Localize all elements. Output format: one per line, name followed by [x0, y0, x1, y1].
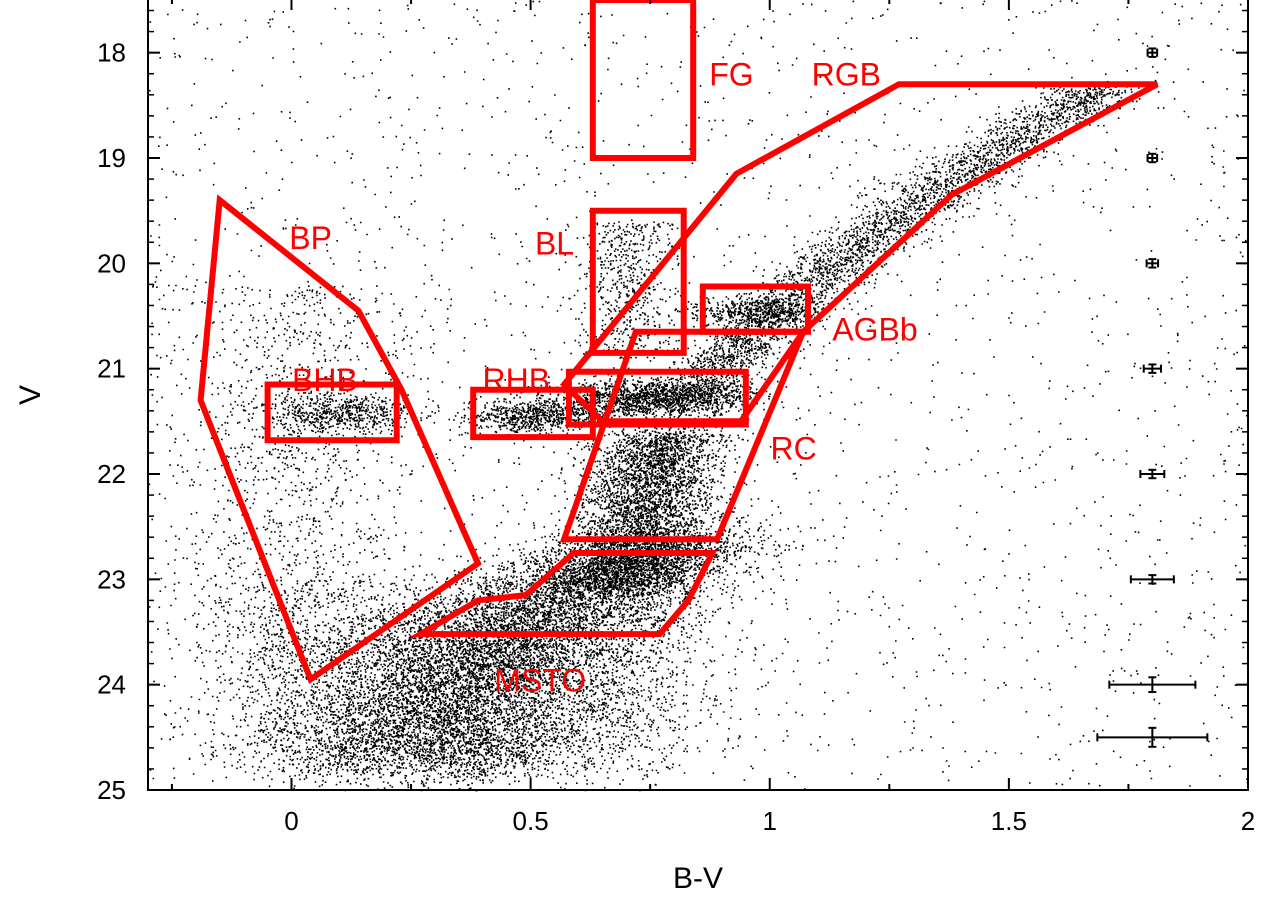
y-tick-label: 24 — [97, 670, 126, 700]
region-msto — [409, 550, 718, 638]
error-bar-7 — [1096, 726, 1209, 748]
region-rgb — [560, 81, 1159, 425]
x-tick-label: 2 — [1241, 806, 1255, 836]
error-bar-5 — [1129, 574, 1175, 585]
y-tick-label: 20 — [97, 248, 126, 278]
x-tick-label: 1.5 — [991, 806, 1027, 836]
region-label-bhb: BHB — [292, 362, 358, 398]
region-agbb — [699, 283, 811, 335]
region-fg — [589, 0, 697, 161]
y-tick-label: 25 — [97, 775, 126, 805]
y-tick-label: 23 — [97, 564, 126, 594]
region-rc-lower — [559, 328, 808, 543]
region-rhb — [470, 386, 596, 441]
x-tick-label: 0.5 — [513, 806, 549, 836]
region-label-bl: BL — [535, 225, 574, 261]
error-bar-4 — [1139, 468, 1166, 480]
region-labels: FG RGB BP BL AGBb BHB RHB RC MSTO — [289, 57, 917, 699]
error-bar-2 — [1145, 258, 1160, 269]
y-tick-label: 22 — [97, 459, 126, 489]
x-tick-label: 1 — [763, 806, 777, 836]
region-label-bp: BP — [289, 220, 332, 256]
x-axis-label: B-V — [673, 862, 723, 895]
selection-regions — [197, 0, 1159, 685]
y-tick-label: 18 — [97, 38, 126, 68]
region-bl — [589, 207, 687, 356]
plot-frame — [147, 0, 1249, 791]
region-label-fg: FG — [709, 57, 753, 93]
region-bhb — [264, 381, 400, 444]
y-axis-label: V — [14, 385, 47, 405]
region-label-rhb: RHB — [482, 362, 550, 398]
scatter-points — [148, 0, 1250, 792]
error-bar-3 — [1142, 363, 1162, 374]
region-bp — [197, 194, 482, 685]
error-bar-6 — [1108, 676, 1197, 694]
axis-ticks: 0 0.5 1 1.5 2 18 19 20 21 22 23 24 25 — [97, 0, 1255, 836]
region-rc — [565, 368, 749, 428]
region-label-rgb: RGB — [812, 57, 881, 93]
y-tick-label: 21 — [97, 354, 126, 384]
region-label-rc: RC — [771, 431, 817, 467]
error-bar-1 — [1146, 152, 1159, 164]
region-label-agbb: AGBb — [832, 312, 917, 348]
y-tick-label: 19 — [97, 143, 126, 173]
region-label-msto: MSTO — [494, 662, 586, 698]
error-bar-0 — [1146, 47, 1159, 58]
scatter-point-cloud — [148, 0, 1250, 792]
x-tick-label: 0 — [284, 806, 298, 836]
error-bars — [1096, 47, 1209, 748]
